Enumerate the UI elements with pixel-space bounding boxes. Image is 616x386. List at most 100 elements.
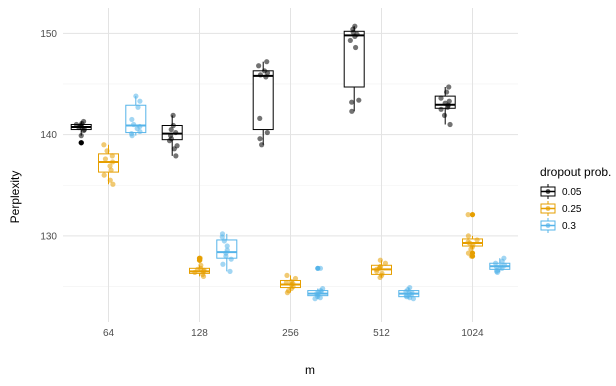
data-point xyxy=(257,72,264,78)
data-point xyxy=(78,140,85,146)
data-point xyxy=(129,133,135,139)
data-point xyxy=(446,84,452,90)
data-point xyxy=(446,98,452,104)
y-tick-label: 140 xyxy=(40,130,57,141)
data-point xyxy=(137,128,143,135)
box xyxy=(343,30,365,88)
x-tick-label: 64 xyxy=(103,328,115,339)
data-point xyxy=(110,181,116,187)
data-point xyxy=(263,74,269,80)
data-point xyxy=(257,115,263,122)
data-point xyxy=(73,121,79,128)
legend: dropout prob. 0.05 0.25 0.3 xyxy=(540,165,611,233)
data-point xyxy=(443,89,450,95)
x-tick-label: 128 xyxy=(191,328,208,339)
data-point xyxy=(135,104,141,110)
data-point xyxy=(137,98,143,104)
x-axis-title: m xyxy=(305,363,315,377)
y-tick-label: 150 xyxy=(40,29,57,40)
data-point xyxy=(438,95,444,101)
data-point xyxy=(109,159,116,165)
data-point xyxy=(465,233,471,239)
data-point xyxy=(468,253,474,259)
data-point xyxy=(444,104,451,110)
legend-key-0-25 xyxy=(540,201,556,216)
data-point xyxy=(474,237,480,243)
series-0-3 xyxy=(125,93,511,302)
data-point xyxy=(356,97,362,103)
x-tick-label: 512 xyxy=(373,328,390,339)
data-point xyxy=(377,264,383,270)
data-point xyxy=(447,121,453,128)
data-point xyxy=(292,275,299,282)
data-point xyxy=(171,146,177,152)
data-point xyxy=(101,142,107,148)
data-point xyxy=(227,268,233,274)
data-point xyxy=(168,126,174,133)
data-point xyxy=(317,265,324,271)
box xyxy=(252,70,274,131)
data-point xyxy=(259,142,265,148)
series-0-25 xyxy=(98,142,483,296)
data-point xyxy=(224,243,230,249)
data-point xyxy=(170,122,176,129)
data-point xyxy=(492,260,499,266)
data-point xyxy=(352,44,359,51)
data-point xyxy=(468,246,474,252)
data-point xyxy=(257,136,263,142)
legend-point xyxy=(545,189,551,194)
data-point xyxy=(109,153,115,159)
data-point xyxy=(264,129,270,136)
data-point xyxy=(284,272,290,279)
data-point xyxy=(133,93,139,99)
data-point xyxy=(377,274,383,281)
outlier-point xyxy=(469,212,476,218)
data-point xyxy=(410,296,417,302)
box xyxy=(98,153,119,173)
data-point xyxy=(377,257,383,263)
series-0-05 xyxy=(70,23,456,159)
data-point xyxy=(317,295,323,301)
data-point xyxy=(494,269,501,275)
data-point xyxy=(166,138,173,144)
data-point xyxy=(101,172,107,178)
data-point xyxy=(223,253,229,259)
data-point xyxy=(107,177,113,183)
data-point xyxy=(499,258,505,264)
legend-title: dropout prob. xyxy=(540,165,611,179)
data-point xyxy=(129,116,135,123)
data-point xyxy=(78,133,84,139)
data-point xyxy=(264,70,271,76)
data-point xyxy=(107,163,113,169)
data-point xyxy=(131,121,137,128)
data-point xyxy=(200,273,207,280)
data-point xyxy=(197,257,203,263)
data-point xyxy=(108,167,114,173)
data-point xyxy=(221,238,227,244)
data-point xyxy=(219,234,225,240)
data-point xyxy=(195,266,201,272)
data-point xyxy=(349,108,355,114)
data-point xyxy=(220,261,226,267)
data-point xyxy=(173,129,179,136)
legend-label: 0.3 xyxy=(562,221,576,232)
data-point xyxy=(284,290,291,296)
data-point xyxy=(499,265,505,271)
data-point xyxy=(173,153,179,159)
x-axis: 64 128 256 512 1024 xyxy=(103,328,484,339)
x-tick-label: 256 xyxy=(282,328,299,339)
data-point xyxy=(283,279,289,286)
data-point xyxy=(170,112,176,118)
data-point xyxy=(78,123,85,130)
y-axis: 130 140 150 xyxy=(40,29,57,243)
legend-key-0-05 xyxy=(540,184,556,199)
data-point xyxy=(347,37,353,44)
data-point xyxy=(264,59,270,65)
data-point xyxy=(102,156,109,162)
data-point xyxy=(441,112,448,118)
data-point xyxy=(312,296,318,302)
y-tick-label: 130 xyxy=(40,231,57,242)
legend-point xyxy=(545,206,551,211)
